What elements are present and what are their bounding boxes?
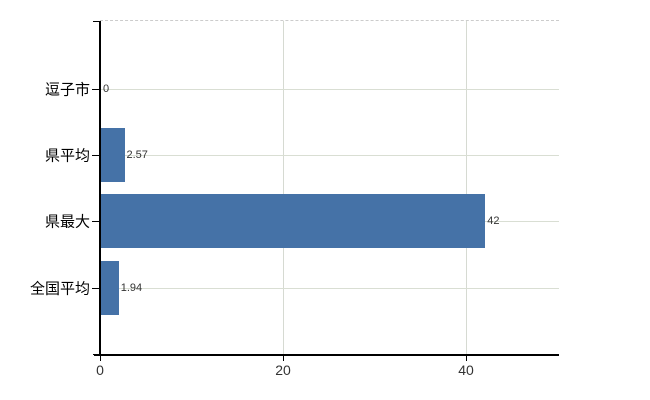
gridline-vertical [283,21,284,354]
y-axis-line [99,21,101,355]
x-axis-line [94,354,559,356]
y-tick-mark [92,287,99,289]
gridline-horizontal [100,89,559,90]
x-tick-label: 40 [458,362,474,378]
value-label: 0 [103,83,110,95]
category-label: 県平均 [44,147,90,165]
bar [101,194,486,249]
category-label: 逗子市 [44,81,90,99]
y-tick-mark [92,155,99,157]
y-tick-mark [93,354,99,355]
value-label: 1.94 [120,281,143,294]
bar [101,260,119,315]
gridline-horizontal [100,155,559,157]
x-tick-label: 0 [96,362,104,378]
gridline-vertical [466,21,467,354]
x-tick-mark [283,355,284,361]
y-tick-mark [92,221,99,223]
y-tick-mark [92,89,99,90]
x-tick-mark [100,355,101,361]
bar [101,128,125,183]
y-tick-mark [93,21,99,22]
category-label: 全国平均 [29,280,90,298]
gridline-horizontal [100,287,559,289]
category-label: 県最大 [44,213,90,231]
x-tick-label: 20 [275,362,291,378]
plot-top-border [100,20,559,21]
value-label: 2.57 [126,149,148,162]
value-label: 42 [487,215,500,228]
x-tick-mark [466,355,467,361]
